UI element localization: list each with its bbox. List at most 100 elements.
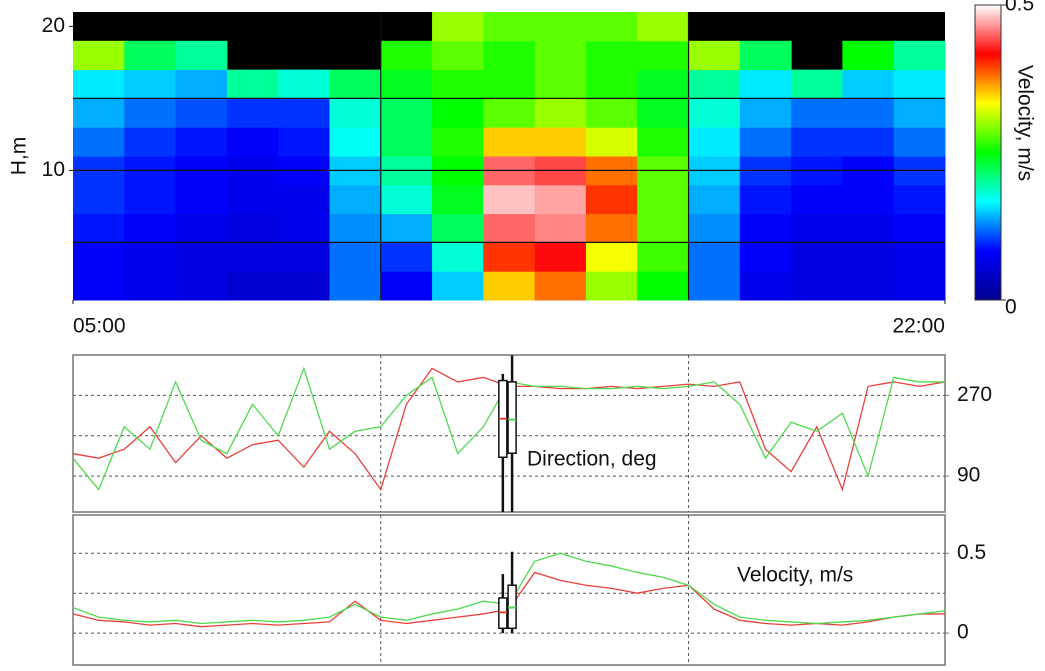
heat-cell [432,213,484,243]
heat-cell [842,271,895,301]
heat-cell [380,271,433,301]
heat-cell [842,213,895,243]
heat-cell [380,98,433,128]
heat-cell [483,127,536,157]
heat-cell [483,12,536,42]
heat-cell [637,98,690,128]
heat-cell [278,69,330,99]
heat-cell [175,242,228,272]
colorbar-label: Velocity, m/s [1013,65,1036,181]
heat-cell [329,242,382,272]
heat-cell [73,213,125,243]
heat-cell [175,40,228,71]
heat-cell [226,271,279,301]
y-tick-label: 270 [957,383,992,406]
heat-cell [791,213,843,243]
heat-cell [739,127,792,157]
heat-cell [278,271,330,301]
heat-cell [483,69,536,99]
heat-cell [842,69,895,99]
heat-cell [842,184,895,215]
heat-cell [791,271,843,301]
heat-cell [739,98,792,128]
heat-cell [124,213,177,243]
heat-cell [329,213,382,243]
heat-cell [534,242,587,272]
heat-cell [124,242,177,272]
y-tick-label: 10 [42,158,65,181]
heat-cell [175,127,228,157]
heat-cell [432,127,484,157]
heat-cell [226,184,279,215]
heat-cell [842,40,895,71]
heat-cell [688,69,741,99]
heat-cell [893,213,946,243]
y-axis-label: H,m [8,137,31,176]
heat-cell [688,127,741,157]
heat-cell [637,184,690,215]
heat-cell [585,242,638,272]
heat-cell [124,40,177,71]
heat-cell [688,40,741,71]
heat-cell [534,184,587,215]
heat-cell [637,40,690,71]
heat-cell [688,98,741,128]
heat-cell [688,213,741,243]
heat-cell [329,69,382,99]
heat-cell [175,98,228,128]
heat-cell [534,127,587,157]
heat-cell [432,98,484,128]
heat-cell [73,242,125,272]
heat-cell [380,40,433,71]
heat-cell [124,271,177,301]
heat-cell [842,127,895,157]
heat-cell [278,242,330,272]
heat-cell [637,12,690,42]
heat-cell [278,98,330,128]
heat-cell [380,127,433,157]
heat-cell [791,184,843,215]
heat-cell [483,213,536,243]
heat-cell [739,69,792,99]
heat-cell [432,271,484,301]
heat-cell [739,242,792,272]
heat-cell [483,242,536,272]
heat-cell [175,69,228,99]
heat-cell [585,184,638,215]
heat-cell [73,271,125,301]
heat-cell [791,127,843,157]
heat-cell [329,271,382,301]
heat-cell [380,213,433,243]
heat-cell [534,69,587,99]
heat-cell [432,12,484,42]
heat-cell [483,98,536,128]
heat-cell [278,184,330,215]
x-tick-label: 22:00 [892,315,945,338]
heat-cell [585,127,638,157]
heat-cell [688,271,741,301]
heat-cell [124,184,177,215]
heat-cell [432,242,484,272]
heat-cell [226,213,279,243]
heat-cell [278,213,330,243]
heat-cell [329,127,382,157]
heat-cell [585,271,638,301]
heat-cell [73,98,125,128]
heat-cell [637,271,690,301]
heat-cell [483,40,536,71]
heat-cell [380,69,433,99]
heat-cell [791,69,843,99]
heat-cell [893,69,946,99]
heat-cell [893,271,946,301]
heat-cell [175,184,228,215]
y-tick-label: 0.5 [957,541,986,564]
heat-cell [380,242,433,272]
heat-cell [534,98,587,128]
heat-cell [329,98,382,128]
heat-cell [842,242,895,272]
colorbar-tick-label: 0 [1005,296,1017,319]
plot-frame [72,514,946,666]
x-tick-label: 05:00 [73,315,126,338]
heat-cell [175,213,228,243]
